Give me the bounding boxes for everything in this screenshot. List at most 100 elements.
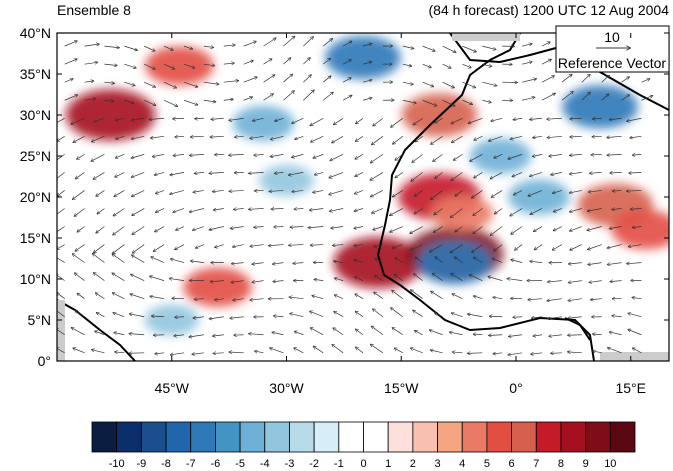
wind-vector-arrow <box>495 208 503 213</box>
wind-vector-arrow <box>473 226 483 234</box>
wind-vector-arrow <box>311 136 324 142</box>
wind-vector-arrow <box>391 308 403 318</box>
wind-vector-arrow <box>455 190 463 196</box>
wind-vector-arrow <box>64 95 78 101</box>
wind-vector-arrow <box>488 276 503 281</box>
wind-vector-arrow <box>528 190 543 196</box>
wind-vector-arrow <box>354 208 364 211</box>
wind-vector-arrow <box>169 278 185 281</box>
wind-vector-arrow <box>373 226 383 230</box>
wind-vector-arrow <box>374 292 384 299</box>
wind-vector-arrow <box>570 172 582 174</box>
wind-vector-arrow <box>587 226 602 231</box>
wind-vector-arrow <box>561 91 573 101</box>
wind-vector-arrow <box>430 350 443 354</box>
colorbar-swatch <box>609 421 636 453</box>
wind-vector-arrow <box>474 172 483 177</box>
wind-vector-arrow <box>612 208 622 209</box>
wind-vector-arrow <box>194 299 204 300</box>
wind-vector-arrow <box>130 314 145 318</box>
wind-vector-arrow <box>170 190 185 194</box>
wind-vector-arrow <box>522 44 532 47</box>
wind-vector-arrow <box>230 226 244 229</box>
wind-vector-arrow <box>95 293 105 299</box>
wind-vector-arrow <box>215 299 224 300</box>
wind-vector-arrow <box>532 317 543 318</box>
wind-vector-arrow <box>415 136 423 141</box>
wind-vector-arrow <box>271 208 284 209</box>
wind-vector-arrow <box>402 45 414 48</box>
wind-vector-arrow <box>330 154 344 160</box>
wind-vector-arrow <box>92 254 105 263</box>
wind-vector-arrow <box>434 208 443 214</box>
wind-vector-arrow <box>331 227 344 229</box>
wind-vector-arrow <box>402 64 412 66</box>
wind-vector-arrow <box>515 244 523 250</box>
wind-vector-arrow <box>415 257 423 263</box>
wind-vector-arrow <box>193 317 204 318</box>
wind-vector-arrow <box>442 63 451 68</box>
wind-vector-arrow <box>568 298 582 301</box>
wind-vector-arrow <box>569 208 582 211</box>
wind-vector-arrow <box>548 281 562 282</box>
wind-vector-arrow <box>632 154 642 155</box>
wind-vector-arrow <box>430 244 443 252</box>
colorbar-swatch <box>289 421 315 453</box>
anomaly-blob <box>562 85 638 129</box>
wind-vector-arrow <box>395 172 403 177</box>
colorbar-label: -6 <box>211 458 221 470</box>
wind-vector-arrow <box>422 45 435 51</box>
anomaly-blob <box>508 179 570 215</box>
wind-vector-arrow <box>332 345 344 354</box>
wind-vector-arrow <box>329 172 344 177</box>
wind-vector-arrow <box>451 172 463 180</box>
wind-vector-arrow <box>591 154 602 155</box>
wind-vector-arrow <box>627 117 642 121</box>
wind-vector-arrow <box>569 190 582 192</box>
wind-vector-arrow <box>354 227 364 229</box>
wind-vector-arrow <box>250 244 264 247</box>
wind-vector-arrow <box>77 226 85 232</box>
wind-vector-arrow <box>354 260 364 263</box>
wind-vector-arrow <box>190 154 204 155</box>
wind-vector-arrow <box>612 316 622 317</box>
wind-vector-arrow <box>490 172 503 178</box>
wind-vector-arrow <box>522 79 536 83</box>
wind-vector-arrow <box>171 259 185 263</box>
wind-vector-arrow <box>234 208 244 209</box>
wind-vector-arrow <box>144 45 155 51</box>
wind-vector-arrow <box>451 117 463 123</box>
wind-vector-arrow <box>253 117 264 121</box>
wind-vector-arrow <box>131 274 145 281</box>
wind-vector-arrow <box>402 81 413 84</box>
wind-vector-arrow <box>547 298 562 301</box>
wind-vector-arrow <box>413 310 423 318</box>
wind-vector-arrow <box>129 334 145 335</box>
wind-vector-arrow <box>589 281 602 283</box>
wind-vector-arrow <box>91 154 105 161</box>
colorbar-label: -4 <box>260 458 270 470</box>
wind-vector-arrow <box>570 226 582 232</box>
wind-vector-arrow <box>57 190 65 196</box>
wind-vector-arrow <box>249 172 264 173</box>
wind-vector-arrow <box>454 257 463 263</box>
colorbar-swatch <box>560 421 587 453</box>
wind-vector-arrow <box>131 135 145 139</box>
wind-vector-arrow <box>314 279 324 280</box>
wind-vector-arrow <box>450 332 463 336</box>
wind-vector-arrow <box>467 353 483 354</box>
wind-vector-arrow <box>322 76 331 83</box>
wind-vector-arrow <box>173 154 185 155</box>
colorbar-label: 4 <box>459 458 465 470</box>
wind-vector-arrow <box>393 136 403 144</box>
wind-vector-arrow <box>71 328 85 336</box>
wind-vector-arrow <box>113 226 125 235</box>
colorbar-label: -10 <box>109 458 125 470</box>
anomaly-blob <box>232 105 295 141</box>
wind-vector-arrow <box>151 257 165 263</box>
wind-vector-arrow <box>553 190 562 193</box>
wind-vector-arrow <box>442 99 455 106</box>
lon-tick-label: 45°W <box>155 380 190 396</box>
wind-vector-arrow <box>270 348 284 354</box>
wind-vector-arrow <box>151 316 165 317</box>
